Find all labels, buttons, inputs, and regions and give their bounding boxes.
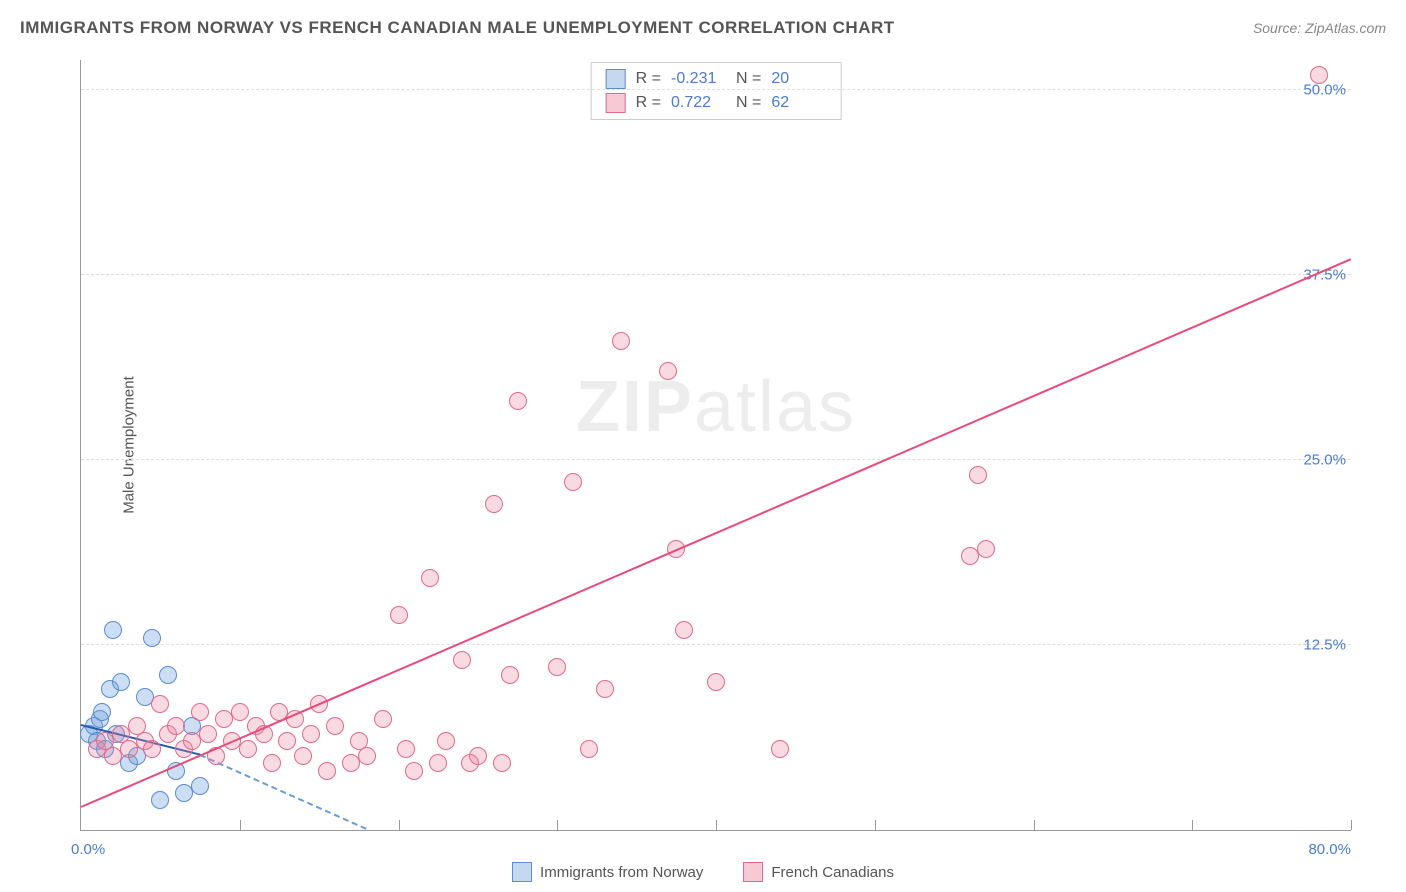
- data-point: [397, 740, 415, 758]
- watermark: ZIPatlas: [576, 366, 856, 448]
- legend-label: Immigrants from Norway: [540, 864, 703, 881]
- x-axis-max-label: 80.0%: [1308, 841, 1351, 858]
- n-value-2: 62: [771, 94, 826, 112]
- legend-item-norway: Immigrants from Norway: [512, 862, 703, 882]
- data-point: [159, 666, 177, 684]
- data-point: [294, 747, 312, 765]
- data-point: [191, 703, 209, 721]
- chart-area: Male Unemployment ZIPatlas R = -0.231 N …: [50, 60, 1370, 830]
- stats-box: R = -0.231 N = 20 R = 0.722 N = 62: [591, 62, 842, 120]
- swatch-norway: [512, 862, 532, 882]
- n-label: N =: [736, 94, 761, 112]
- data-point: [707, 673, 725, 691]
- gridline-h: [81, 274, 1351, 275]
- data-point: [437, 732, 455, 750]
- data-point: [318, 762, 336, 780]
- r-label: R =: [636, 94, 661, 112]
- data-point: [429, 754, 447, 772]
- data-point: [612, 332, 630, 350]
- data-point: [564, 473, 582, 491]
- swatch-norway: [606, 69, 626, 89]
- r-value-2: 0.722: [671, 94, 726, 112]
- data-point: [501, 666, 519, 684]
- data-point: [580, 740, 598, 758]
- legend-item-french: French Canadians: [743, 862, 894, 882]
- x-tick: [240, 820, 241, 830]
- source-label: Source: ZipAtlas.com: [1253, 20, 1386, 36]
- x-tick: [1351, 820, 1352, 830]
- data-point: [659, 362, 677, 380]
- y-tick-label: 25.0%: [1303, 451, 1346, 468]
- data-point: [358, 747, 376, 765]
- data-point: [969, 466, 987, 484]
- legend-label: French Canadians: [771, 864, 894, 881]
- data-point: [104, 621, 122, 639]
- x-tick: [716, 820, 717, 830]
- data-point: [302, 725, 320, 743]
- stats-row-1: R = -0.231 N = 20: [606, 67, 827, 91]
- data-point: [493, 754, 511, 772]
- bottom-legend: Immigrants from Norway French Canadians: [512, 862, 894, 882]
- data-point: [374, 710, 392, 728]
- y-tick-label: 12.5%: [1303, 636, 1346, 653]
- data-point: [596, 680, 614, 698]
- data-point: [151, 695, 169, 713]
- x-tick: [1034, 820, 1035, 830]
- x-tick: [399, 820, 400, 830]
- data-point: [151, 791, 169, 809]
- y-tick-label: 50.0%: [1303, 81, 1346, 98]
- data-point: [977, 540, 995, 558]
- data-point: [771, 740, 789, 758]
- data-point: [548, 658, 566, 676]
- chart-title: IMMIGRANTS FROM NORWAY VS FRENCH CANADIA…: [20, 18, 895, 38]
- swatch-french: [606, 93, 626, 113]
- data-point: [453, 651, 471, 669]
- x-tick: [1192, 820, 1193, 830]
- data-point: [167, 717, 185, 735]
- data-point: [199, 725, 217, 743]
- x-axis-min-label: 0.0%: [71, 841, 105, 858]
- stats-row-2: R = 0.722 N = 62: [606, 91, 827, 115]
- data-point: [231, 703, 249, 721]
- data-point: [93, 703, 111, 721]
- data-point: [278, 732, 296, 750]
- plot-area: ZIPatlas R = -0.231 N = 20 R = 0.722 N =…: [80, 60, 1351, 831]
- n-label: N =: [736, 70, 761, 88]
- gridline-h: [81, 459, 1351, 460]
- data-point: [239, 740, 257, 758]
- x-tick: [875, 820, 876, 830]
- data-point: [191, 777, 209, 795]
- x-tick: [557, 820, 558, 830]
- r-label: R =: [636, 70, 661, 88]
- data-point: [112, 673, 130, 691]
- swatch-french: [743, 862, 763, 882]
- trend-line: [81, 258, 1352, 808]
- header: IMMIGRANTS FROM NORWAY VS FRENCH CANADIA…: [20, 18, 1386, 38]
- data-point: [675, 621, 693, 639]
- data-point: [469, 747, 487, 765]
- data-point: [405, 762, 423, 780]
- n-value-1: 20: [771, 70, 826, 88]
- data-point: [421, 569, 439, 587]
- data-point: [485, 495, 503, 513]
- data-point: [143, 740, 161, 758]
- data-point: [143, 629, 161, 647]
- data-point: [509, 392, 527, 410]
- r-value-1: -0.231: [671, 70, 726, 88]
- data-point: [263, 754, 281, 772]
- gridline-h: [81, 644, 1351, 645]
- data-point: [1310, 66, 1328, 84]
- data-point: [326, 717, 344, 735]
- data-point: [390, 606, 408, 624]
- gridline-h: [81, 89, 1351, 90]
